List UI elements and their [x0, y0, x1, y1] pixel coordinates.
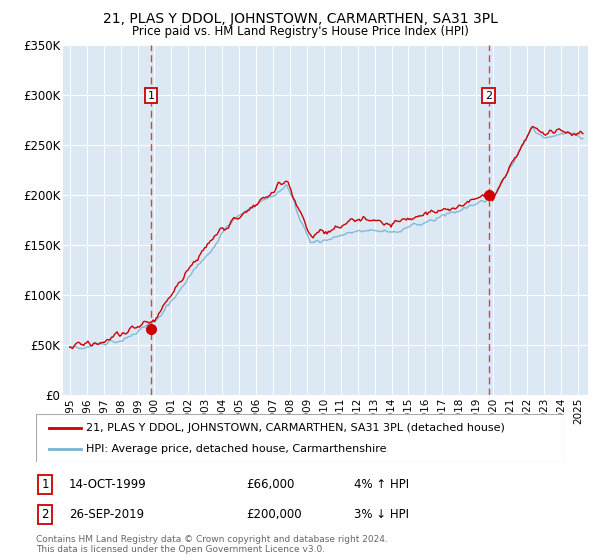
- Text: 1: 1: [148, 91, 154, 101]
- Text: 3% ↓ HPI: 3% ↓ HPI: [354, 507, 409, 521]
- Text: 26-SEP-2019: 26-SEP-2019: [69, 507, 144, 521]
- Text: £200,000: £200,000: [246, 507, 302, 521]
- Text: This data is licensed under the Open Government Licence v3.0.: This data is licensed under the Open Gov…: [36, 545, 325, 554]
- Text: 21, PLAS Y DDOL, JOHNSTOWN, CARMARTHEN, SA31 3PL (detached house): 21, PLAS Y DDOL, JOHNSTOWN, CARMARTHEN, …: [86, 423, 505, 433]
- Text: 21, PLAS Y DDOL, JOHNSTOWN, CARMARTHEN, SA31 3PL: 21, PLAS Y DDOL, JOHNSTOWN, CARMARTHEN, …: [103, 12, 497, 26]
- Text: 14-OCT-1999: 14-OCT-1999: [69, 478, 147, 491]
- Text: Price paid vs. HM Land Registry's House Price Index (HPI): Price paid vs. HM Land Registry's House …: [131, 25, 469, 38]
- Text: 2: 2: [485, 91, 493, 101]
- Text: 4% ↑ HPI: 4% ↑ HPI: [354, 478, 409, 491]
- Text: £66,000: £66,000: [246, 478, 295, 491]
- Text: HPI: Average price, detached house, Carmarthenshire: HPI: Average price, detached house, Carm…: [86, 444, 386, 454]
- Text: 2: 2: [41, 507, 49, 521]
- Text: 1: 1: [41, 478, 49, 491]
- Text: Contains HM Land Registry data © Crown copyright and database right 2024.: Contains HM Land Registry data © Crown c…: [36, 535, 388, 544]
